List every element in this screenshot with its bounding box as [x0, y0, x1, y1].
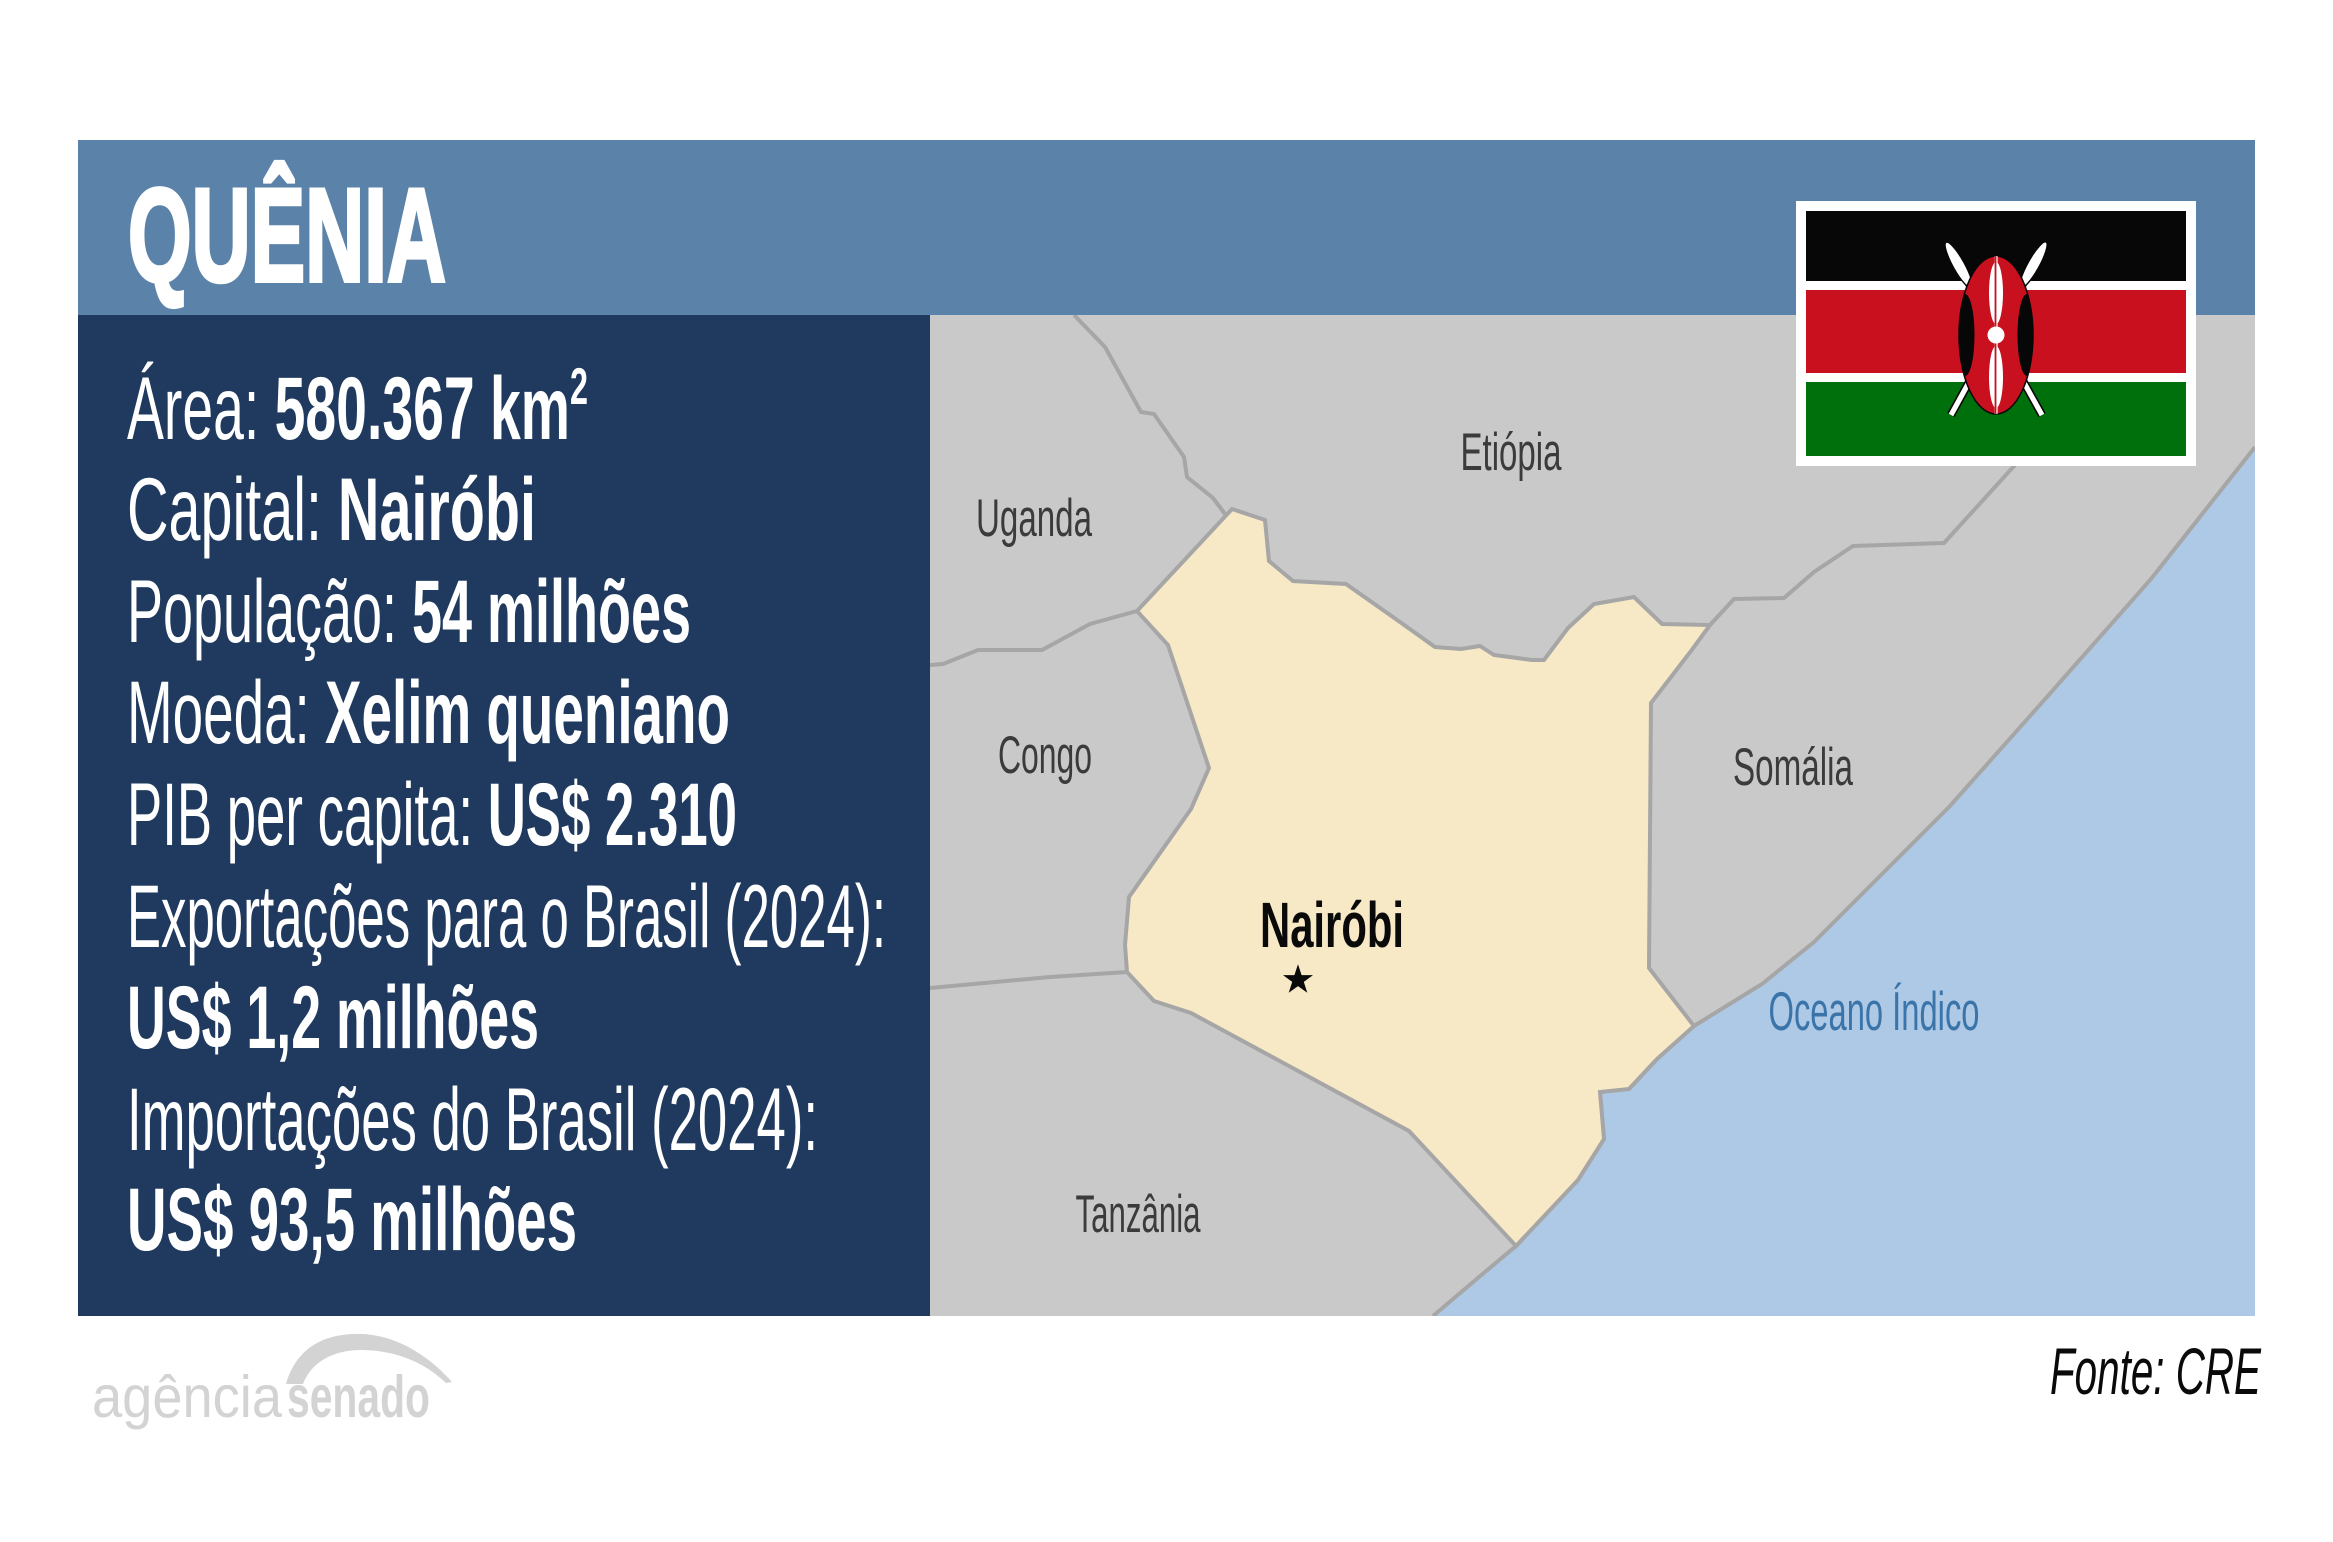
- svg-text:agência: agência: [92, 1364, 282, 1430]
- svg-text:US$ 1,2 milhões: US$ 1,2 milhões: [127, 967, 539, 1067]
- svg-text:QUÊNIA: QUÊNIA: [128, 161, 446, 310]
- svg-text:US$ 93,5 milhões: US$ 93,5 milhões: [127, 1169, 577, 1269]
- svg-text:Área: 580.367 km2: Área: 580.367 km2: [127, 358, 588, 458]
- svg-text:Congo: Congo: [998, 726, 1092, 785]
- svg-text:Moeda: Xelim queniano: Moeda: Xelim queniano: [127, 662, 730, 762]
- svg-text:Importações do Brasil (2024):: Importações do Brasil (2024):: [127, 1069, 818, 1169]
- svg-text:Exportações para o Brasil (202: Exportações para o Brasil (2024):: [127, 866, 886, 966]
- svg-text:Fonte: CRE: Fonte: CRE: [2050, 1334, 2262, 1408]
- svg-text:Etiópia: Etiópia: [1461, 423, 1562, 482]
- svg-text:senado: senado: [287, 1364, 430, 1430]
- svg-text:Oceano Índico: Oceano Índico: [1769, 980, 1980, 1042]
- svg-text:Uganda: Uganda: [976, 489, 1092, 548]
- svg-text:Tanzânia: Tanzânia: [1076, 1185, 1201, 1244]
- svg-text:Somália: Somália: [1733, 738, 1853, 797]
- svg-text:População: 54 milhões: População: 54 milhões: [127, 561, 691, 661]
- svg-text:Nairóbi: Nairóbi: [1260, 889, 1404, 961]
- svg-text:Capital: Nairóbi: Capital: Nairóbi: [127, 459, 536, 559]
- svg-text:PIB per capita: US$ 2.310: PIB per capita: US$ 2.310: [127, 764, 737, 864]
